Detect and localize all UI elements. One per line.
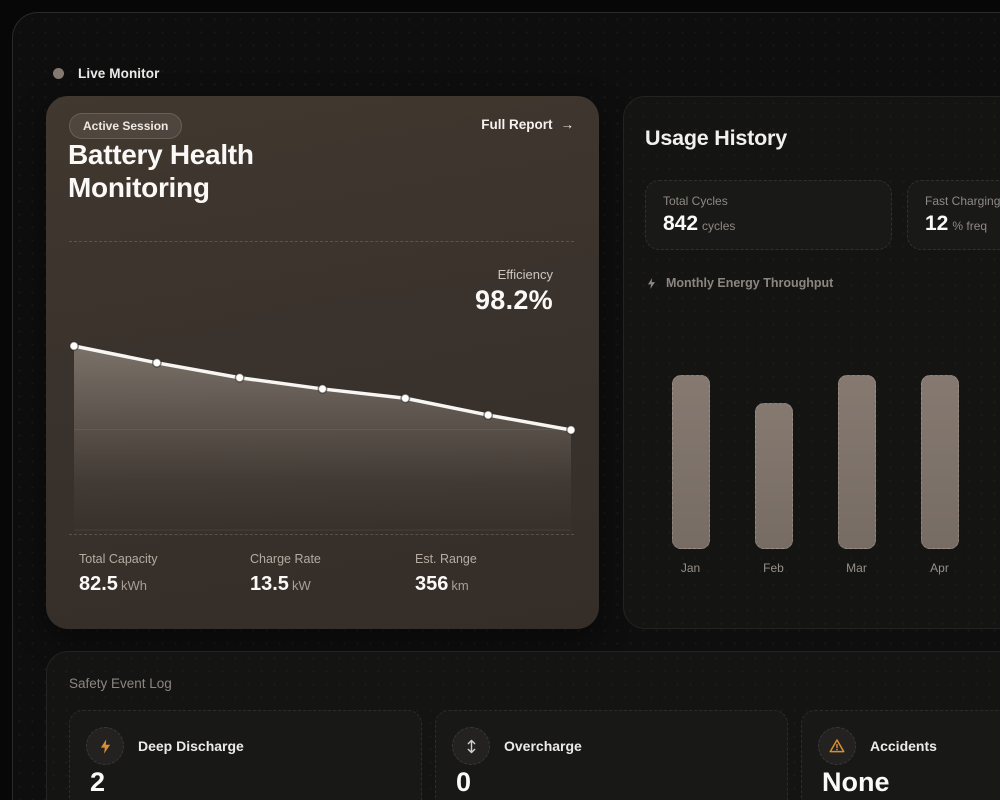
- icon-circle: [86, 727, 124, 765]
- usage-history-card: Usage History Total Cycles 842 cycles Fas…: [623, 96, 1000, 629]
- total-cycles-box: Total Cycles 842 cycles: [645, 180, 892, 250]
- warning-triangle-icon: [829, 739, 845, 753]
- stat-label: Total Cycles: [663, 194, 728, 208]
- bar-apr[interactable]: [920, 375, 959, 549]
- bar-column: Mar: [815, 375, 898, 575]
- live-monitor-status: Live Monitor: [53, 66, 159, 81]
- efficiency-label: Efficiency: [497, 267, 553, 282]
- status-dot-icon: [53, 68, 64, 79]
- data-point[interactable]: [69, 341, 79, 351]
- tile-overcharge: Overcharge 0: [435, 710, 788, 800]
- stat-value: 356: [415, 573, 449, 595]
- tile-value: None: [822, 767, 890, 797]
- card-title: Battery Health Monitoring: [68, 139, 254, 204]
- stat-value: 12: [925, 212, 949, 235]
- stat-unit: % freq: [952, 219, 988, 233]
- data-point[interactable]: [317, 383, 328, 394]
- tile-header: Overcharge: [452, 727, 582, 765]
- stat-label: Est. Range: [415, 552, 477, 566]
- stat-value: 13.5: [250, 573, 289, 595]
- data-point[interactable]: [400, 393, 411, 404]
- bar-mar[interactable]: [837, 375, 876, 549]
- stat-unit: kWh: [120, 578, 147, 593]
- bar-label: Feb: [763, 561, 784, 575]
- dashboard-frame: Live Monitor Active Session Full Report …: [12, 12, 1000, 800]
- full-report-link[interactable]: Full Report →: [481, 117, 574, 132]
- arrows-up-down-icon: [467, 739, 475, 753]
- tile-deep-discharge: Deep Discharge 2: [69, 710, 422, 800]
- tile-header: Accidents: [818, 727, 937, 765]
- tile-value: 0: [456, 767, 472, 797]
- stat-charge-rate: Charge Rate 13.5 kW: [250, 552, 415, 596]
- stat-label: Fast Charging: [925, 194, 1000, 208]
- stat-unit: kW: [291, 578, 311, 593]
- active-session-badge: Active Session: [69, 113, 183, 139]
- stat-value: 82.5: [79, 573, 118, 595]
- data-point[interactable]: [566, 425, 576, 435]
- usage-history-title: Usage History: [645, 126, 787, 150]
- bar-feb[interactable]: [754, 403, 793, 549]
- icon-circle: [818, 727, 856, 765]
- stat-value: 842: [663, 212, 699, 235]
- safety-event-log-card: Safety Event Log Deep Discharge 2: [46, 651, 1000, 800]
- lightning-icon: [100, 738, 110, 754]
- battery-health-line-chart[interactable]: [69, 336, 576, 534]
- bar-label: Jan: [680, 561, 701, 575]
- data-point[interactable]: [483, 410, 494, 421]
- area-fill: [74, 346, 571, 534]
- stat-unit: cycles: [702, 219, 736, 233]
- stat-label: Charge Rate: [250, 552, 321, 566]
- data-point[interactable]: [234, 372, 245, 383]
- safety-log-title: Safety Event Log: [69, 676, 172, 691]
- tile-value: 2: [90, 767, 106, 797]
- full-report-label: Full Report: [481, 117, 553, 132]
- stat-label: Total Capacity: [79, 552, 158, 566]
- fast-charging-box: Fast Charging 12% freq: [907, 180, 1000, 250]
- live-monitor-label: Live Monitor: [78, 66, 160, 81]
- tile-header: Deep Discharge: [86, 727, 244, 765]
- efficiency-block: Efficiency 98.2%: [475, 267, 553, 316]
- throughput-caption-label: Monthly Energy Throughput: [666, 276, 834, 290]
- bar-label: Mar: [846, 561, 867, 575]
- hero-stats-row: Total Capacity 82.5 kWh Charge Rate 13.5 k…: [79, 552, 579, 596]
- divider: [69, 241, 574, 242]
- battery-health-card: Active Session Full Report → Battery Hea…: [46, 96, 599, 629]
- energy-bar-chart: Jan Feb Mar Apr: [649, 375, 981, 575]
- tile-accidents: Accidents None: [801, 710, 1000, 800]
- tile-label: Deep Discharge: [138, 738, 244, 754]
- stat-total-capacity: Total Capacity 82.5 kWh: [79, 552, 250, 596]
- tile-label: Overcharge: [504, 738, 582, 754]
- lightning-icon: [647, 277, 656, 289]
- bar-jan[interactable]: [671, 375, 710, 549]
- data-point[interactable]: [151, 357, 162, 368]
- throughput-caption: Monthly Energy Throughput: [645, 276, 833, 290]
- stat-unit: km: [451, 578, 469, 593]
- divider: [69, 534, 574, 535]
- bar-column: Apr: [898, 375, 981, 575]
- tile-label: Accidents: [870, 738, 937, 754]
- bar-column: Feb: [732, 375, 815, 575]
- icon-circle: [452, 727, 490, 765]
- stat-est-range: Est. Range 356 km: [415, 552, 579, 596]
- bar-column: Jan: [649, 375, 732, 575]
- bar-label: Apr: [930, 561, 949, 575]
- arrow-right-icon: →: [560, 117, 575, 132]
- efficiency-value: 98.2%: [474, 285, 553, 315]
